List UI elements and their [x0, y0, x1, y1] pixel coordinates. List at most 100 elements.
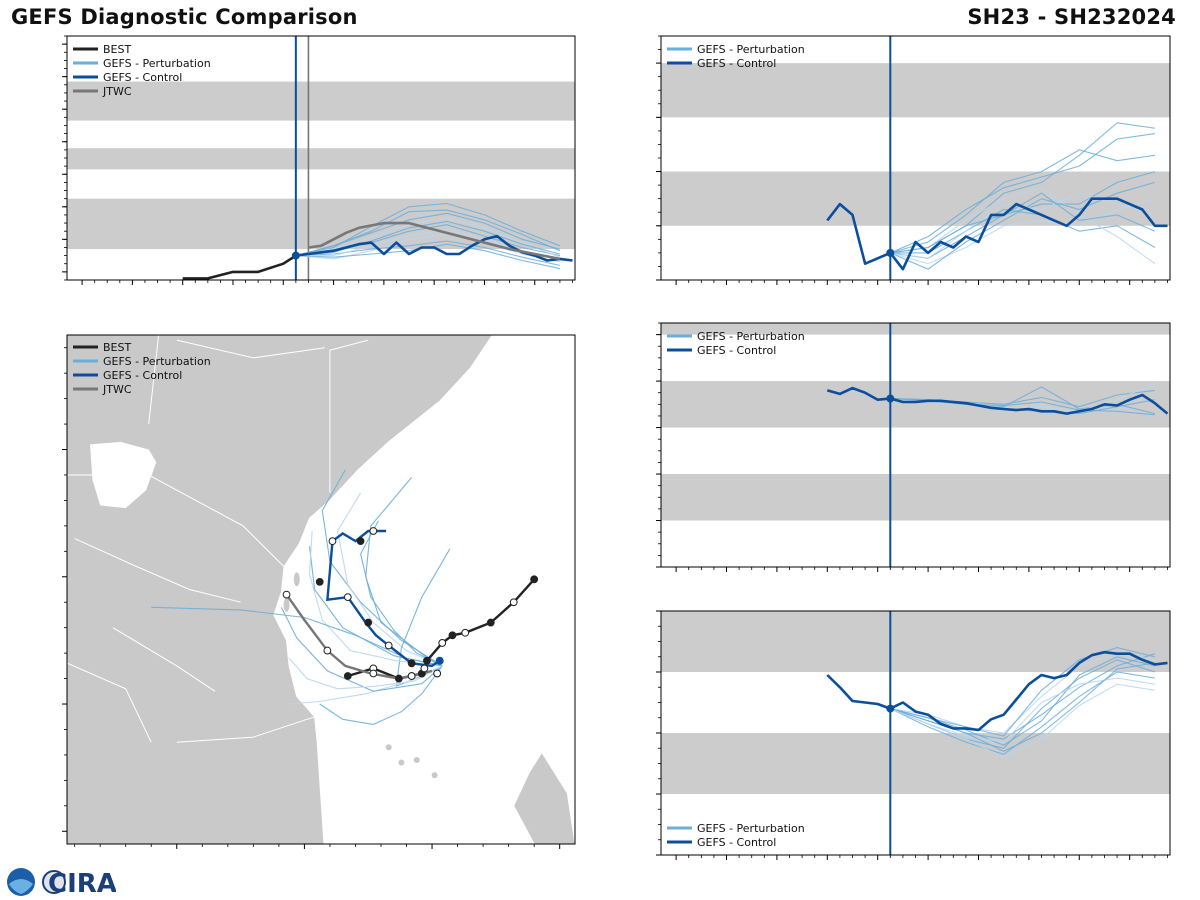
- legend-label-1: GEFS - Control: [697, 836, 776, 849]
- perturbation-member-line-3: [890, 149, 1155, 254]
- init-point: [886, 394, 895, 403]
- legend-label-3: JTWC: [102, 383, 132, 396]
- control-track-point-2: [407, 659, 416, 668]
- init-point: [886, 248, 895, 257]
- admin-border-2: [176, 716, 315, 743]
- best-track-point-1: [509, 598, 518, 607]
- admin-border-8: [112, 627, 216, 692]
- globe-icon: [42, 870, 66, 894]
- control-track-point-4: [364, 618, 373, 627]
- best-track-point-2: [486, 618, 495, 627]
- control-track-point-1: [420, 664, 429, 673]
- perturbation-member-line-6: [890, 181, 1156, 270]
- perturbation-member-line-7: [295, 209, 561, 257]
- series-line-gefs-control: [826, 197, 1168, 271]
- best-track-point-6: [423, 656, 431, 665]
- plot-area-sst: [661, 323, 1170, 567]
- plot-area-shear: [661, 36, 1170, 280]
- perturbation-track-11: [288, 657, 443, 690]
- admin-border-1: [148, 335, 160, 425]
- control-track-point-9: [369, 527, 378, 535]
- best-tail-point-2: [394, 674, 403, 683]
- control-track-point-5: [343, 593, 352, 602]
- control-track-point-6: [315, 577, 324, 586]
- reference-band-2: [67, 81, 575, 121]
- landmass-madagascar: [513, 751, 575, 844]
- admin-border-7: [74, 538, 241, 603]
- legend-label-0: GEFS - Perturbation: [697, 43, 805, 56]
- admin-border-4: [329, 339, 369, 493]
- jtwc-track-point-1: [407, 672, 416, 680]
- legend-label-1: GEFS - Perturbation: [103, 355, 211, 368]
- reference-band-1: [67, 148, 575, 170]
- axes-frame-sst: [660, 322, 1171, 568]
- perturbation-member-line-4: [890, 208, 1156, 254]
- legend-label-0: GEFS - Perturbation: [697, 822, 805, 835]
- reference-band-1: [661, 611, 1170, 672]
- legend-label-2: GEFS - Control: [103, 369, 182, 382]
- perturbation-member-line-7: [890, 133, 1155, 254]
- legend-label-3: JTWC: [102, 85, 132, 98]
- admin-border-5: [176, 339, 325, 359]
- legend-label-2: GEFS - Control: [103, 71, 182, 84]
- init-point: [291, 251, 300, 260]
- perturbation-track-2: [337, 492, 443, 667]
- control-track-point-7: [328, 537, 337, 546]
- perturbation-member-line-3: [295, 202, 561, 257]
- best-tail-point-4: [343, 672, 352, 680]
- reference-band-0: [661, 474, 1170, 521]
- reference-band-0: [661, 733, 1170, 794]
- cira-logo-text: CIRA: [48, 869, 116, 898]
- legend-label-0: BEST: [103, 43, 131, 56]
- perturbation-track-3: [360, 520, 443, 667]
- plot-area-intensity: [67, 36, 575, 280]
- legend-label-1: GEFS - Control: [697, 344, 776, 357]
- axes-frame-track: [66, 334, 576, 845]
- perturbation-member-line-2: [890, 653, 1155, 734]
- init-point: [886, 704, 895, 713]
- init-position-point: [435, 656, 444, 665]
- legend-label-1: GEFS - Perturbation: [103, 57, 211, 70]
- perturbation-track-7: [280, 607, 443, 692]
- best-track-point-4: [448, 631, 457, 640]
- series-line-jtwc: [308, 221, 561, 261]
- perturbation-member-line-2: [890, 382, 1156, 412]
- map-area: [67, 335, 575, 844]
- perturbation-member-line-2: [295, 233, 561, 263]
- perturbation-member-line-3: [890, 671, 1155, 756]
- series-line-gefs-control: [826, 650, 1168, 732]
- control-track-point-8: [356, 537, 365, 546]
- perturbation-track-10: [151, 606, 443, 667]
- island-zanzibar-0: [283, 597, 290, 612]
- island-comoros-2: [413, 757, 420, 764]
- best-track-point-0: [530, 575, 539, 584]
- noaa-wave-icon: [9, 879, 33, 894]
- series-line-best: [182, 254, 297, 280]
- perturbation-member-line-6: [890, 662, 1155, 752]
- island-zanzibar-1: [293, 572, 300, 587]
- landmass-africa: [67, 335, 494, 844]
- best-track-point-3: [461, 628, 470, 637]
- noaa-cira-logo: CIRA: [7, 868, 116, 898]
- jtwc-track-point-2: [369, 669, 378, 678]
- perturbation-member-line-2: [890, 198, 1156, 265]
- perturbation-track-8: [308, 530, 443, 667]
- control-track-point-3: [384, 641, 393, 650]
- perturbation-member-line-8: [890, 683, 1155, 759]
- reference-band-1: [661, 381, 1170, 428]
- reference-band-2: [661, 323, 1170, 335]
- island-comoros-0: [385, 744, 392, 751]
- reference-band-1: [661, 63, 1170, 118]
- reference-band-0: [661, 171, 1170, 226]
- perturbation-member-line-5: [890, 187, 1156, 265]
- best-track-point-5: [438, 639, 447, 647]
- legend-label-0: GEFS - Perturbation: [697, 330, 805, 343]
- reference-band-0: [67, 198, 575, 250]
- series-line-gefs-control: [826, 386, 1169, 415]
